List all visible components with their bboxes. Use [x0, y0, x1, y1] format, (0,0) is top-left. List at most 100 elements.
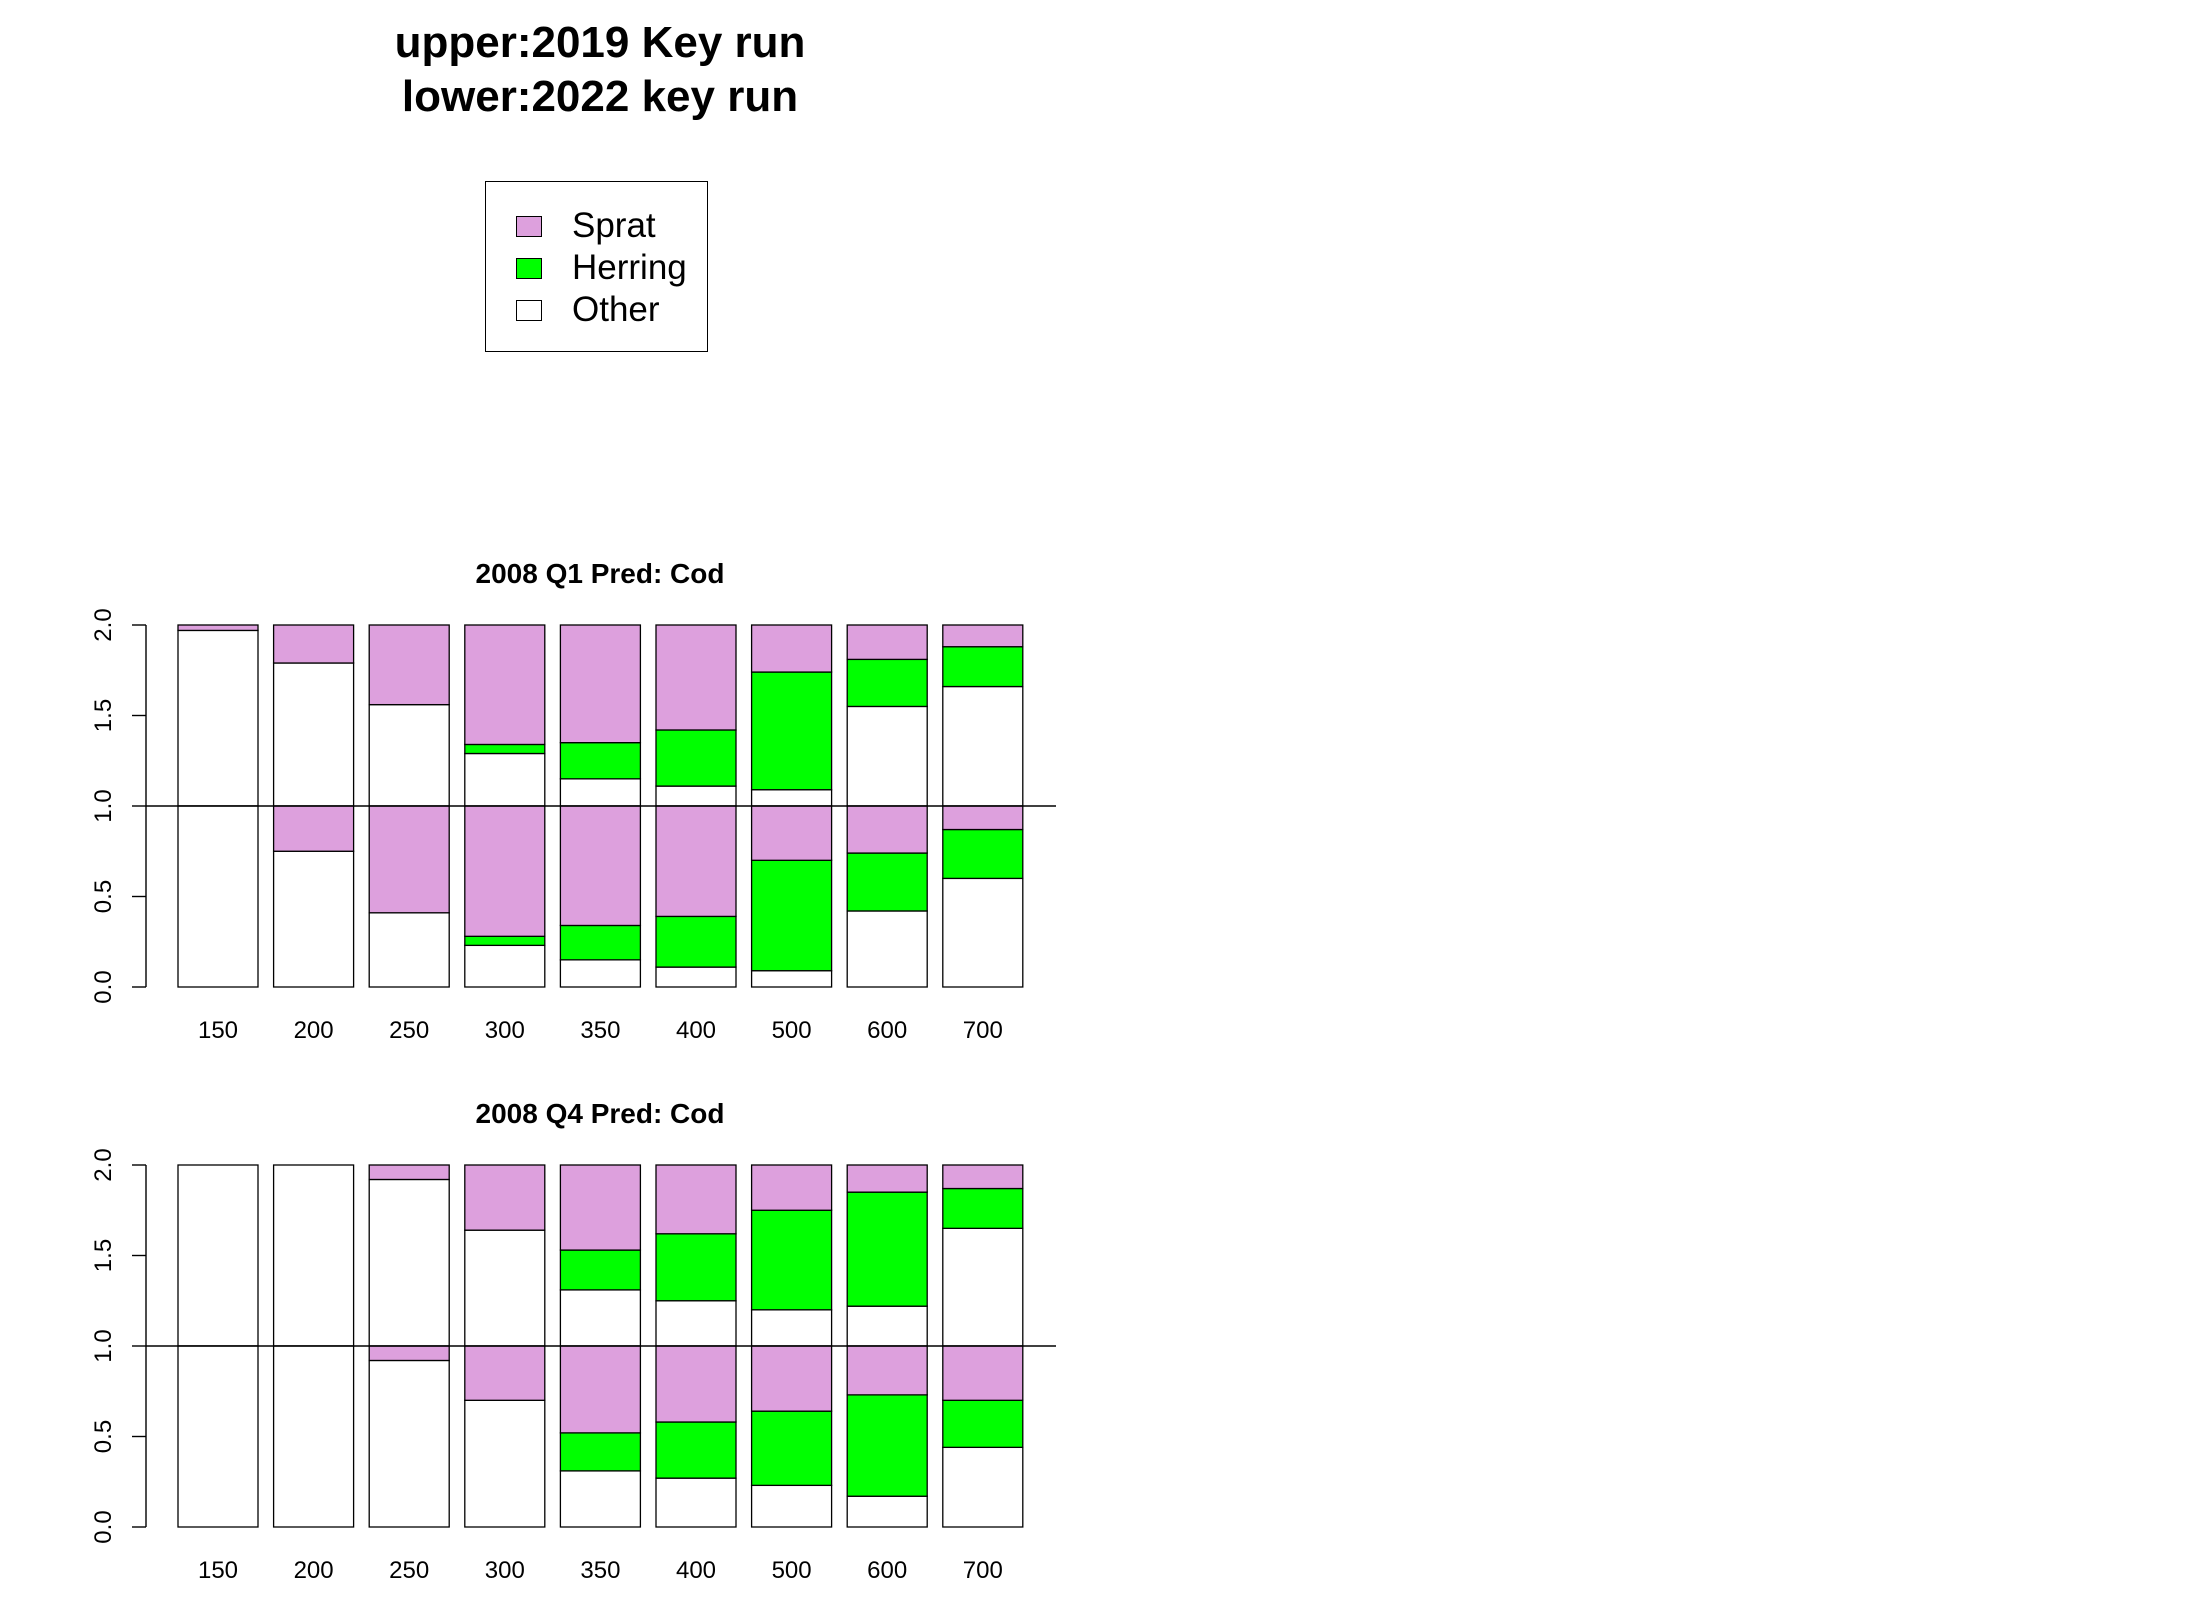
- legend-item-sprat: Sprat: [516, 206, 656, 246]
- panel-1-lower-bar-sprat-350: [559, 805, 642, 927]
- panel-1-lower-bar-herring-600: [846, 852, 928, 912]
- panel-2-lower-bar-other-200: [272, 1345, 355, 1528]
- panel-2-title: 2008 Q4 Pred: Cod: [476, 1098, 725, 1129]
- panel-2-lower-bar-other-400: [655, 1477, 737, 1528]
- panel-2-lower-bar-other-700: [942, 1446, 1024, 1528]
- panel-1-lower-bar-sprat-200: [272, 805, 355, 852]
- panel-2-upper-bar-other-700: [942, 1227, 1024, 1347]
- panel-2-x-tick-label: 700: [963, 1557, 1003, 1584]
- panel-2-lower-bar-other-600: [846, 1495, 928, 1528]
- panel-2-lower-bar-other-500: [750, 1484, 833, 1528]
- panel-2-upper-bar-other-400: [655, 1300, 737, 1347]
- panel-2-lower-bar-other-300: [464, 1399, 546, 1528]
- panel-2-lower-bar-sprat-250: [368, 1345, 450, 1362]
- panel-2-upper-bar-sprat-600: [846, 1164, 928, 1193]
- panel-1-upper-bar-herring-700: [942, 646, 1024, 688]
- panel-2-upper-bar-sprat-400: [655, 1164, 737, 1235]
- panel-1-upper-bar-sprat-250: [368, 624, 450, 706]
- panel-2-lower-bar-sprat-350: [559, 1345, 642, 1434]
- panel-2-x-tick-label: 250: [389, 1557, 429, 1584]
- panel-1-upper-bar-herring-350: [559, 742, 642, 780]
- panel-1-lower-bar-herring-500: [750, 859, 833, 972]
- panel-2-y-tick-label: 1.0: [90, 1329, 117, 1362]
- panel-1-upper-bar-sprat-300: [464, 624, 546, 746]
- panel-1-lower-bar-sprat-700: [942, 805, 1024, 831]
- legend-swatch-sprat: [516, 215, 542, 237]
- legend-label-sprat: Sprat: [572, 206, 656, 245]
- panel-2-upper-bar-sprat-500: [750, 1164, 833, 1211]
- panel-1-y-tick-label: 0.0: [90, 970, 117, 1003]
- panel-1-upper-bar-other-600: [846, 705, 928, 807]
- panel-1-lower-bar-other-300: [464, 944, 546, 988]
- panel-1-upper-bar-other-350: [559, 778, 642, 807]
- panel-1-x-tick-label: 700: [963, 1017, 1003, 1044]
- panel-1-upper-bar-other-400: [655, 785, 737, 807]
- panel-2-x-tick-label: 350: [580, 1557, 620, 1584]
- panel-1-lower-bar-sprat-400: [655, 805, 737, 918]
- panel-2-upper-bar-other-500: [750, 1309, 833, 1347]
- figure-title-line-1: upper:2019 Key run: [394, 18, 806, 67]
- legend: Sprat Herring Other: [485, 181, 708, 352]
- panel-2-lower-bar-other-150: [177, 1345, 259, 1528]
- panel-1-lower-bar-other-350: [559, 959, 642, 988]
- panel-2-upper-bar-other-200: [272, 1164, 355, 1347]
- panel-1-y-tick-label: 1.5: [90, 699, 117, 732]
- panel-1-title: 2008 Q1 Pred: Cod: [476, 558, 725, 589]
- panel-1-upper-bar-other-150: [177, 629, 259, 807]
- panel-1-x-tick-label: 600: [867, 1017, 907, 1044]
- panel-1-lower-bar-sprat-600: [846, 805, 928, 854]
- panel-2-upper-bar-sprat-350: [559, 1164, 642, 1251]
- panel-2-upper-bar-sprat-700: [942, 1164, 1024, 1190]
- panel-1-x-tick-label: 150: [198, 1017, 238, 1044]
- panel-1-x-tick-label: 250: [389, 1017, 429, 1044]
- panel-1-lower-bar-other-600: [846, 910, 928, 988]
- panel-2-x-tick-label: 150: [198, 1557, 238, 1584]
- panel-2-upper-bar-other-600: [846, 1305, 928, 1347]
- panel-1-lower-bar-sprat-250: [368, 805, 450, 914]
- panel-1-upper-bar-sprat-400: [655, 624, 737, 731]
- figure-title-line-2: lower:2022 key run: [401, 72, 799, 121]
- panel-1-upper-bar-other-300: [464, 752, 546, 807]
- panel-1-lower-bar-other-250: [368, 912, 450, 988]
- panel-1-lower-bar-other-200: [272, 850, 355, 988]
- panel-1-upper-bar-herring-600: [846, 658, 928, 708]
- panel-1-upper-bar-other-500: [750, 789, 833, 807]
- panel-2-lower-bar-sprat-400: [655, 1345, 737, 1423]
- panel-1-y-tick-label: 1.0: [90, 789, 117, 822]
- panel-2-y-tick-label: 1.5: [90, 1239, 117, 1272]
- panel-1-upper-bar-herring-500: [750, 671, 833, 791]
- panel-2-lower-bar-herring-400: [655, 1421, 737, 1479]
- panel-1-upper-bar-other-700: [942, 685, 1024, 807]
- panel-2-upper-bar-other-350: [559, 1289, 642, 1347]
- panel-1-upper-bar-herring-300: [464, 743, 546, 755]
- panel-2-lower-bar-sprat-700: [942, 1345, 1024, 1401]
- figure-title: upper:2019 Key run lower:2022 key run: [215, 16, 985, 124]
- panel-1-lower-bar-sprat-500: [750, 805, 833, 861]
- panel-2-x-tick-label: 300: [485, 1557, 525, 1584]
- panel-2-upper-bar-herring-600: [846, 1191, 928, 1307]
- panel-1-upper-bar-other-250: [368, 703, 450, 807]
- panel-2-y-tick-label: 0.0: [90, 1510, 117, 1543]
- panel-1-upper-bar-sprat-500: [750, 624, 833, 673]
- panel-2-upper-bar-sprat-250: [368, 1164, 450, 1181]
- panel-1-x-tick-label: 200: [294, 1017, 334, 1044]
- legend-swatch-other: [516, 299, 542, 321]
- panel-1-lower-bar-other-500: [750, 970, 833, 988]
- panel-1-upper-bar-other-200: [272, 662, 355, 807]
- panel-2-x-tick-label: 200: [294, 1557, 334, 1584]
- panel-1-upper-bar-sprat-150: [177, 624, 259, 632]
- panel-1-lower-bar-herring-700: [942, 828, 1024, 880]
- panel-2-upper-bar-other-300: [464, 1229, 546, 1347]
- panel-1-lower-bar-other-700: [942, 877, 1024, 988]
- legend-label-other: Other: [572, 290, 660, 329]
- panel-2-lower-bar-other-350: [559, 1470, 642, 1528]
- legend-item-other: Other: [516, 290, 660, 330]
- panel-1-lower-bar-sprat-300: [464, 805, 546, 937]
- panel-2-x-tick-label: 400: [676, 1557, 716, 1584]
- panel-2-lower-bar-sprat-600: [846, 1345, 928, 1396]
- panel-1-upper-bar-sprat-700: [942, 624, 1024, 648]
- panel-1-upper-bar-sprat-600: [846, 624, 928, 661]
- panel-2-upper-bar-herring-500: [750, 1209, 833, 1311]
- panel-2-lower-bar-herring-350: [559, 1432, 642, 1472]
